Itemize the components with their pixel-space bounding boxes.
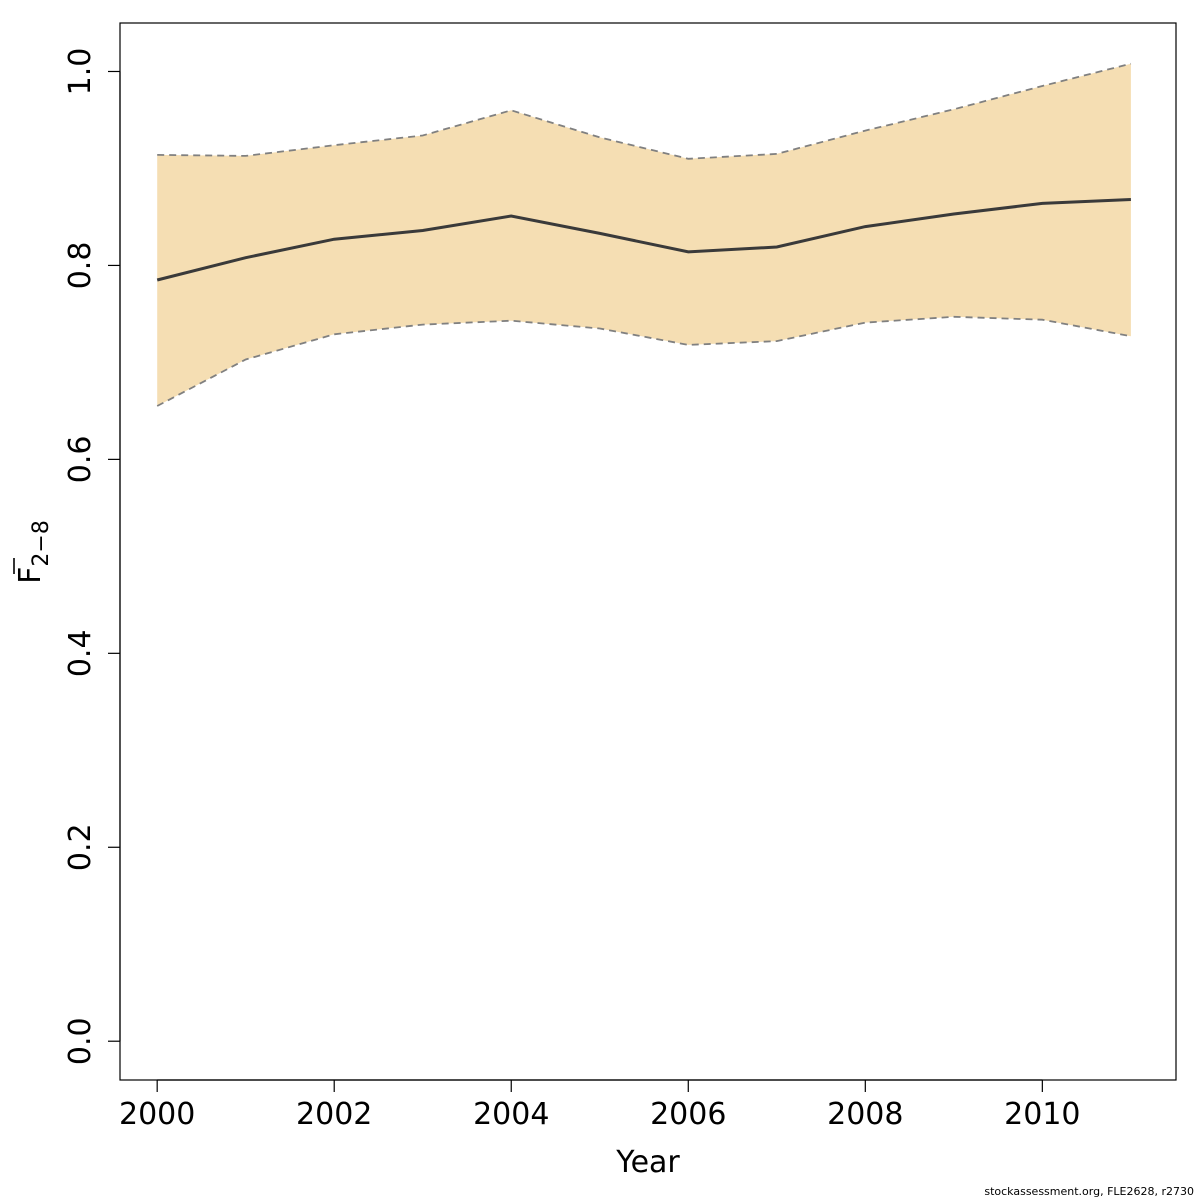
x-tick-label: 2006: [650, 1097, 726, 1132]
y-tick-label: 0.8: [63, 242, 98, 290]
plot-area: [156, 62, 1132, 407]
y-tick-label: 0.2: [63, 823, 98, 871]
y-tick-label: 1.0: [63, 48, 98, 96]
x-axis-title: Year: [615, 1145, 680, 1180]
x-tick-label: 2002: [296, 1097, 372, 1132]
y-tick-label: 0.6: [63, 436, 98, 484]
y-axis-title-subscript: 2−8: [29, 520, 54, 566]
y-tick-label: 0.4: [63, 629, 98, 677]
x-axis: 2000 2002 2004 2006 2008 2010: [119, 1079, 1081, 1132]
footer-credit: stockassessment.org, FLE2628, r2730: [984, 1185, 1194, 1198]
lower-bound-line: [156, 315, 1132, 407]
x-tick-label: 2000: [119, 1097, 195, 1132]
estimate-line: [156, 198, 1131, 282]
x-tick-label: 2004: [473, 1097, 549, 1132]
svg-text:F2−8: F2−8: [13, 520, 54, 584]
y-axis-title-base: F: [13, 567, 48, 584]
upper-bound-line: [157, 62, 1132, 160]
y-axis: 0.0 0.2 0.4 0.6 0.8 1.0: [63, 48, 121, 1065]
y-tick-label: 0.0: [63, 1017, 98, 1065]
confidence-band: [157, 63, 1131, 406]
x-tick-label: 2008: [827, 1097, 903, 1132]
y-axis-title: F2−8: [13, 520, 54, 584]
x-tick-label: 2010: [1004, 1097, 1080, 1132]
